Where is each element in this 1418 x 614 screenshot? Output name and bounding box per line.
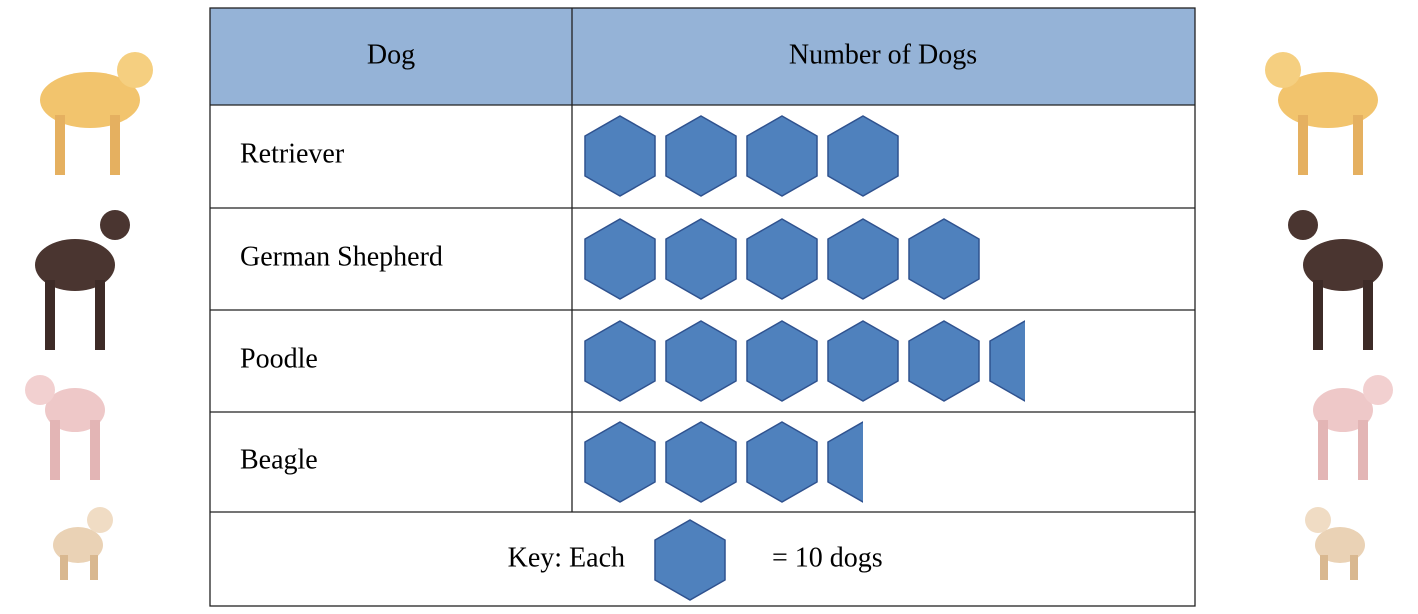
header-row: [210, 8, 1195, 105]
icon: [665, 320, 737, 402]
dog-decorations-left: [25, 52, 153, 580]
icon: [827, 218, 899, 300]
icon: [827, 421, 863, 503]
icon: [827, 320, 899, 402]
icon: [746, 421, 818, 503]
icon: [584, 115, 656, 197]
dog-decorations-right: [1265, 52, 1393, 580]
icon: [584, 421, 656, 503]
icon: [665, 218, 737, 300]
key-label: Key: Each: [508, 542, 625, 573]
key-icon: [654, 519, 726, 601]
category-label: Beagle: [240, 444, 318, 475]
icon: [908, 218, 980, 300]
header-count: Number of Dogs: [789, 39, 977, 70]
icon: [584, 320, 656, 402]
icon: [908, 320, 980, 402]
icon: [746, 115, 818, 197]
table-grid: [210, 8, 1195, 513]
icon: [989, 320, 1025, 402]
table-border: [209, 7, 1196, 607]
icon: [665, 421, 737, 503]
icon: [746, 218, 818, 300]
icon: [665, 115, 737, 197]
icon: [746, 320, 818, 402]
header-dog: Dog: [367, 39, 415, 70]
icon: [584, 218, 656, 300]
icon: [827, 115, 899, 197]
category-label: German Shepherd: [240, 241, 443, 272]
category-label: Poodle: [240, 343, 318, 374]
category-label: Retriever: [240, 138, 345, 169]
key-value-label: = 10 dogs: [772, 542, 883, 573]
